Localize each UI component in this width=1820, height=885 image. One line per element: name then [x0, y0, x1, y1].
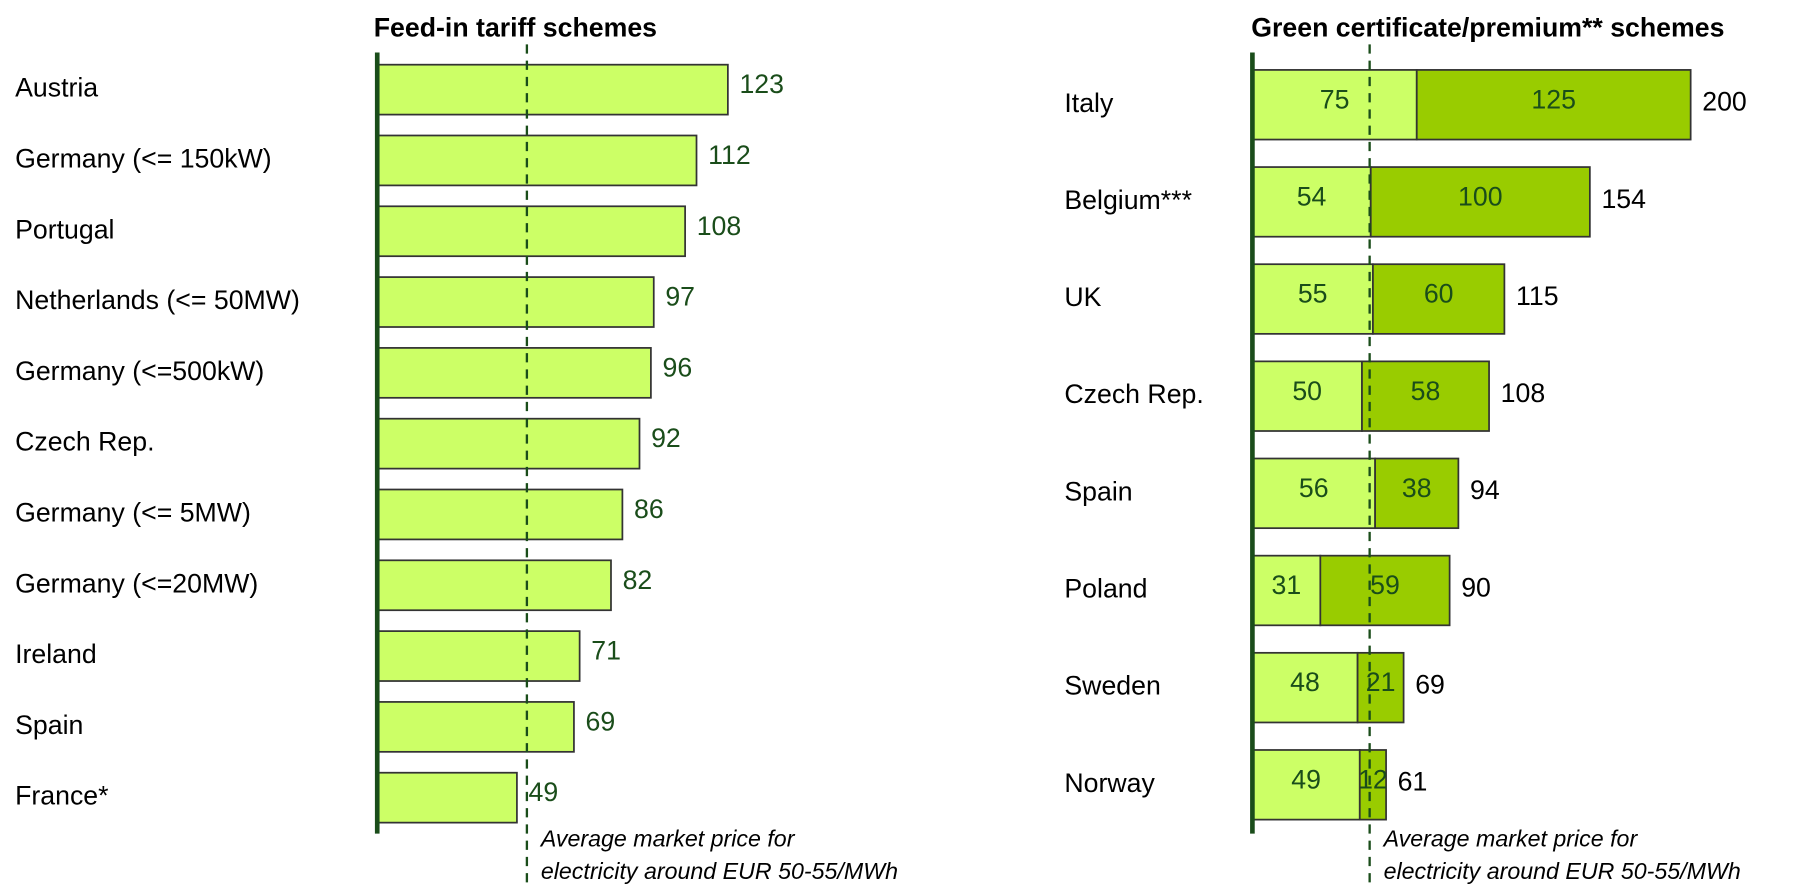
- total-label: 94: [1470, 475, 1500, 505]
- segment-label: 100: [1458, 181, 1503, 211]
- value-label: 82: [623, 565, 653, 595]
- annotation: electricity around EUR 50-55/MWh: [1384, 858, 1741, 884]
- total-label: 154: [1601, 184, 1646, 214]
- value-label: 69: [586, 706, 616, 736]
- bar-segment: [1372, 263, 1506, 335]
- bar: [376, 417, 641, 470]
- segment-label: 60: [1424, 279, 1454, 309]
- bar-segment: [1251, 457, 1376, 530]
- total-label: 61: [1398, 767, 1428, 797]
- bar-segment: [1374, 457, 1460, 530]
- chart-title: Green certificate/premium** schemes: [1251, 12, 1724, 42]
- value-label: 92: [651, 423, 681, 453]
- category-label: Italy: [1064, 88, 1114, 118]
- bar-segment: [1251, 554, 1322, 627]
- category-label: Portugal: [15, 214, 114, 244]
- category-label: Austria: [15, 73, 98, 103]
- value-label: 108: [697, 211, 742, 241]
- bar-segment: [1415, 69, 1692, 141]
- value-label: 96: [663, 352, 693, 382]
- total-label: 108: [1501, 378, 1546, 408]
- chart-title: Feed-in tariff schemes: [374, 12, 657, 42]
- value-label: 97: [665, 282, 695, 312]
- category-label: Czech Rep.: [1064, 379, 1203, 409]
- total-label: 90: [1461, 572, 1491, 602]
- segment-label: 50: [1292, 376, 1322, 406]
- category-label: France*: [15, 781, 108, 811]
- value-label: 49: [529, 777, 559, 807]
- bar-segment: [1356, 651, 1405, 724]
- bar: [376, 63, 729, 116]
- category-label: Spain: [1064, 476, 1132, 506]
- category-label: Spain: [15, 710, 83, 740]
- segment-label: 75: [1320, 84, 1350, 114]
- category-label: Germany (<=500kW): [15, 356, 264, 386]
- annotation: Average market price for: [539, 826, 796, 852]
- bar: [376, 276, 655, 328]
- bar-segment: [1251, 651, 1359, 724]
- category-label: Germany (<=20MW): [15, 568, 258, 598]
- segment-label: 48: [1290, 667, 1320, 697]
- segment-label: 58: [1411, 376, 1441, 406]
- segment-label: 59: [1370, 570, 1400, 600]
- bar: [376, 488, 624, 541]
- category-label: Czech Rep.: [15, 427, 154, 457]
- bar: [376, 630, 581, 682]
- bar: [376, 559, 612, 612]
- value-label: 71: [591, 636, 621, 666]
- category-label: Belgium***: [1064, 185, 1192, 215]
- category-label: UK: [1064, 282, 1101, 312]
- total-label: 69: [1415, 670, 1445, 700]
- total-label: 200: [1702, 87, 1747, 117]
- category-label: Netherlands (<= 50MW): [15, 285, 300, 315]
- total-label: 115: [1516, 281, 1559, 311]
- category-label: Norway: [1064, 768, 1155, 798]
- segment-label: 49: [1291, 764, 1321, 794]
- bar: [376, 771, 518, 824]
- segment-label: 31: [1272, 570, 1302, 600]
- category-label: Poland: [1064, 574, 1147, 604]
- bar: [376, 205, 686, 258]
- bar-segment: [1361, 360, 1490, 432]
- segment-label: 55: [1298, 279, 1328, 309]
- segment-label: 12: [1358, 764, 1388, 794]
- bar: [376, 134, 698, 187]
- category-label: Germany (<= 150kW): [15, 143, 272, 173]
- bar-segment: [1358, 749, 1387, 821]
- value-label: 112: [708, 140, 751, 170]
- annotation: electricity around EUR 50-55/MWh: [541, 858, 898, 884]
- category-label: Ireland: [15, 639, 97, 669]
- bar: [376, 347, 652, 399]
- category-label: Germany (<= 5MW): [15, 498, 251, 528]
- segment-label: 38: [1402, 473, 1432, 503]
- value-label: 123: [739, 69, 784, 99]
- segment-label: 54: [1297, 181, 1327, 211]
- segment-label: 56: [1299, 473, 1329, 503]
- segment-label: 125: [1531, 84, 1576, 114]
- bar: [376, 701, 575, 753]
- category-label: Sweden: [1064, 671, 1160, 701]
- bar-segment: [1319, 554, 1451, 627]
- value-label: 86: [634, 494, 664, 524]
- bar-segment: [1251, 69, 1418, 141]
- annotation: Average market price for: [1382, 826, 1639, 852]
- bar-segment: [1369, 166, 1591, 238]
